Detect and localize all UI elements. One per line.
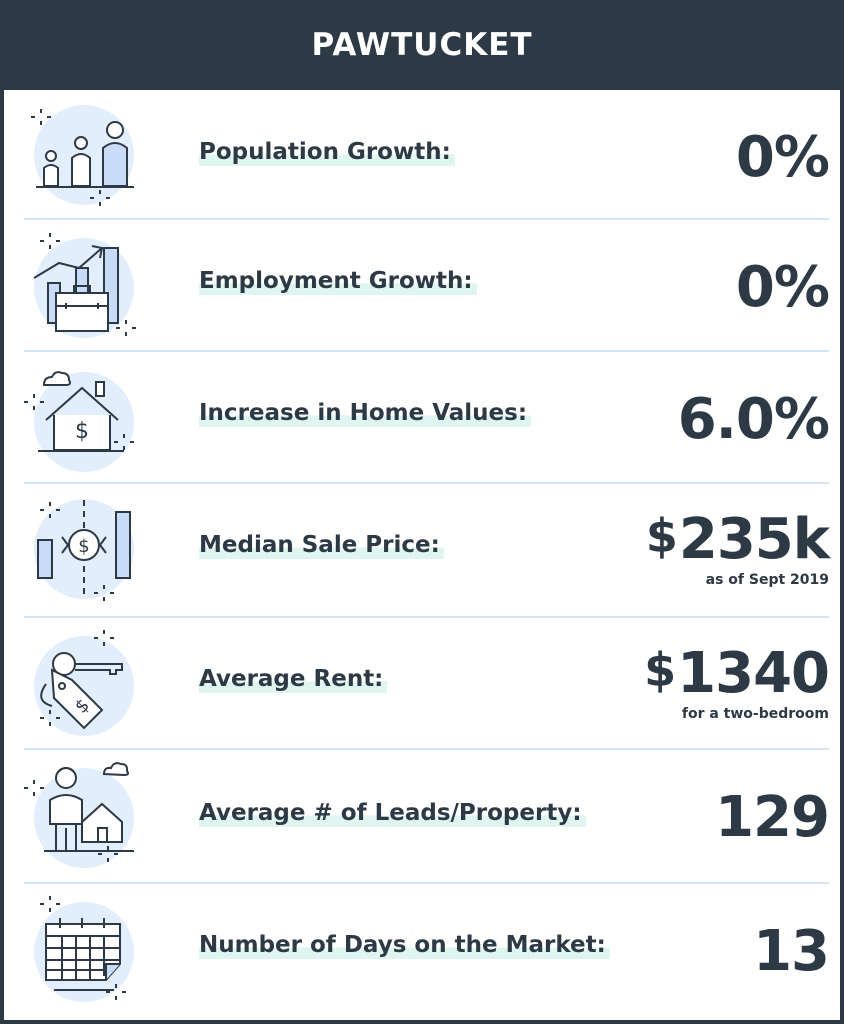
- stat-row-days-on-market: Number of Days on the Market: 13: [24, 884, 830, 1016]
- stat-row-employment-growth: Employment Growth: 0%: [24, 220, 830, 352]
- stat-value: 13: [753, 919, 830, 984]
- population-icon: [31, 105, 134, 206]
- stat-row-median-sale-price: $ Median Sale Price: $235k as of Sept 20…: [24, 484, 830, 618]
- stat-value: 129: [715, 785, 830, 850]
- stat-value: 0%: [735, 125, 830, 190]
- stat-value: $1340: [644, 641, 830, 706]
- stat-row-average-rent: $ Average Rent: $1340 for a two-bedroom: [24, 618, 830, 750]
- stat-label: Average # of Leads/Property:: [199, 800, 586, 827]
- stat-label: Employment Growth:: [199, 268, 477, 295]
- header-bar: PAWTUCKET: [0, 0, 844, 90]
- svg-text:$: $: [75, 419, 89, 444]
- stat-value: $235k: [645, 507, 830, 572]
- stat-label: Average Rent:: [199, 666, 388, 693]
- home-value-icon: $: [24, 371, 134, 472]
- calendar-icon: [34, 896, 134, 1002]
- rent-key-icon: $: [34, 630, 134, 736]
- stat-label: Population Growth:: [199, 139, 455, 166]
- employment-icon: [33, 233, 136, 338]
- stat-value: 0%: [735, 255, 830, 320]
- stat-label: Increase in Home Values:: [199, 400, 532, 427]
- stat-note: for a two-bedroom: [681, 706, 829, 722]
- sale-price-icon: $: [34, 499, 134, 601]
- page-title: PAWTUCKET: [311, 27, 533, 63]
- stat-note: as of Sept 2019: [705, 572, 829, 588]
- stat-row-population-growth: Population Growth: 0%: [24, 90, 830, 220]
- leads-person-icon: [24, 762, 134, 868]
- stat-label: Median Sale Price:: [199, 532, 444, 559]
- stat-row-average-leads: Average # of Leads/Property: 129: [24, 750, 830, 884]
- stat-label: Number of Days on the Market:: [199, 932, 610, 959]
- stat-row-home-values: $ Increase in Home Values: 6.0%: [24, 352, 830, 484]
- stat-value: 6.0%: [677, 387, 830, 452]
- stats-panel: Population Growth: 0%: [4, 90, 840, 1020]
- svg-text:$: $: [78, 536, 89, 557]
